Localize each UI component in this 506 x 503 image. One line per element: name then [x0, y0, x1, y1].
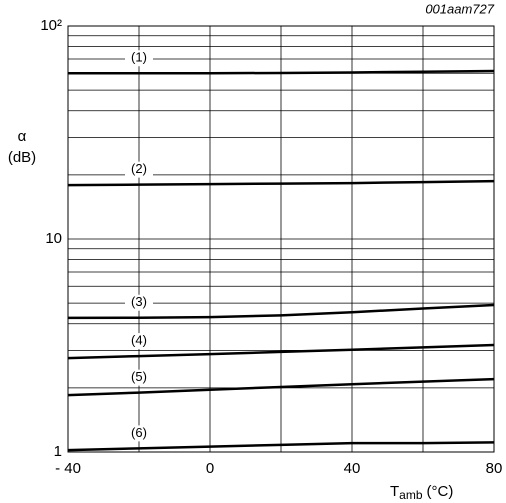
- y-tick-label: 1: [54, 443, 62, 460]
- y-tick-label: 10²: [40, 17, 62, 34]
- series-label: (5): [131, 369, 147, 384]
- x-label-main: T: [390, 483, 399, 500]
- series-line: [67, 303, 495, 320]
- chart-code: 001aam727: [425, 1, 494, 16]
- series-line: [67, 441, 495, 452]
- label-bg: [125, 161, 153, 178]
- y-tick-label: 10: [45, 230, 62, 247]
- series-label: (2): [131, 161, 147, 176]
- series-line: [67, 343, 495, 360]
- x-tick-label: - 40: [55, 460, 81, 477]
- label-bg: [125, 369, 153, 386]
- x-label-unit: (°C): [427, 483, 454, 500]
- label-bg: [125, 333, 153, 350]
- plot-frame: [67, 25, 495, 453]
- series-label: (6): [131, 425, 147, 440]
- label-bg: [125, 50, 153, 67]
- y-axis-label: α: [18, 128, 27, 145]
- series-line: [68, 69, 495, 75]
- x-tick-label: 40: [344, 460, 361, 477]
- x-label-sub: amb: [399, 488, 423, 502]
- series-line: [67, 377, 495, 397]
- y-axis-unit: (dB): [8, 149, 36, 166]
- series-label: (1): [131, 50, 147, 65]
- series-line: [67, 179, 495, 187]
- x-tick-label: 0: [206, 460, 214, 477]
- label-bg: [125, 294, 153, 311]
- series-label: (3): [131, 294, 147, 309]
- label-bg: [125, 425, 153, 442]
- x-axis-label: Tamb (°C): [390, 483, 453, 502]
- x-tick-label: 80: [486, 460, 503, 477]
- series-label: (4): [131, 333, 147, 348]
